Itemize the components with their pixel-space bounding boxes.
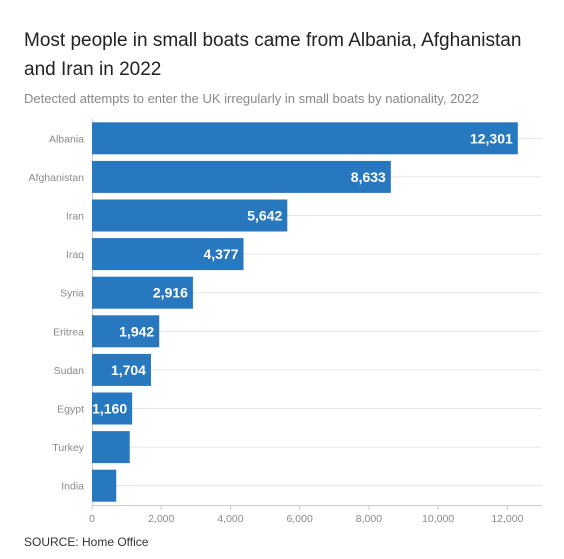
- chart-title: Most people in small boats came from Alb…: [24, 30, 522, 80]
- category-label: Albania: [49, 133, 84, 145]
- category-label: Afghanistan: [29, 172, 85, 184]
- x-tick-label: 10,000: [422, 513, 454, 525]
- category-label: Sudan: [54, 365, 85, 377]
- value-label: 1,160: [92, 401, 127, 417]
- x-tick-label: 4,000: [217, 513, 243, 525]
- bar-iran: [92, 199, 288, 232]
- bar-india: [92, 469, 117, 502]
- x-tick-label: 12,000: [491, 513, 523, 525]
- bar-eritrea: [92, 315, 160, 348]
- bar-iraq: [92, 238, 244, 271]
- category-label: Iran: [66, 211, 84, 223]
- x-tick-label: 6,000: [287, 513, 313, 525]
- category-label: Iraq: [66, 249, 84, 261]
- value-label: 1,704: [111, 362, 146, 378]
- bar-sudan: [92, 353, 151, 386]
- value-label: 8,633: [351, 169, 386, 185]
- category-label: India: [61, 481, 84, 493]
- source-note: SOURCE: Home Office: [24, 535, 149, 549]
- value-label: 5,642: [247, 208, 282, 224]
- value-label: 12,301: [470, 130, 513, 146]
- bar-syria: [92, 276, 193, 309]
- chart-subtitle: Detected attempts to enter the UK irregu…: [24, 91, 479, 106]
- x-tick-label: 2,000: [148, 513, 174, 525]
- bar-egypt: [92, 392, 133, 425]
- x-tick-label: 8,000: [356, 513, 382, 525]
- category-label: Turkey: [52, 442, 84, 454]
- bar-albania: [92, 122, 518, 155]
- bar-turkey: [92, 431, 130, 464]
- category-label: Syria: [60, 288, 84, 300]
- value-label: 2,916: [153, 285, 188, 301]
- bar-afghanistan: [92, 160, 391, 193]
- category-label: Egypt: [57, 404, 84, 416]
- x-tick-label: 0: [89, 513, 95, 525]
- category-label: Eritrea: [53, 326, 84, 338]
- value-label: 4,377: [203, 246, 238, 262]
- value-label: 1,942: [119, 323, 154, 339]
